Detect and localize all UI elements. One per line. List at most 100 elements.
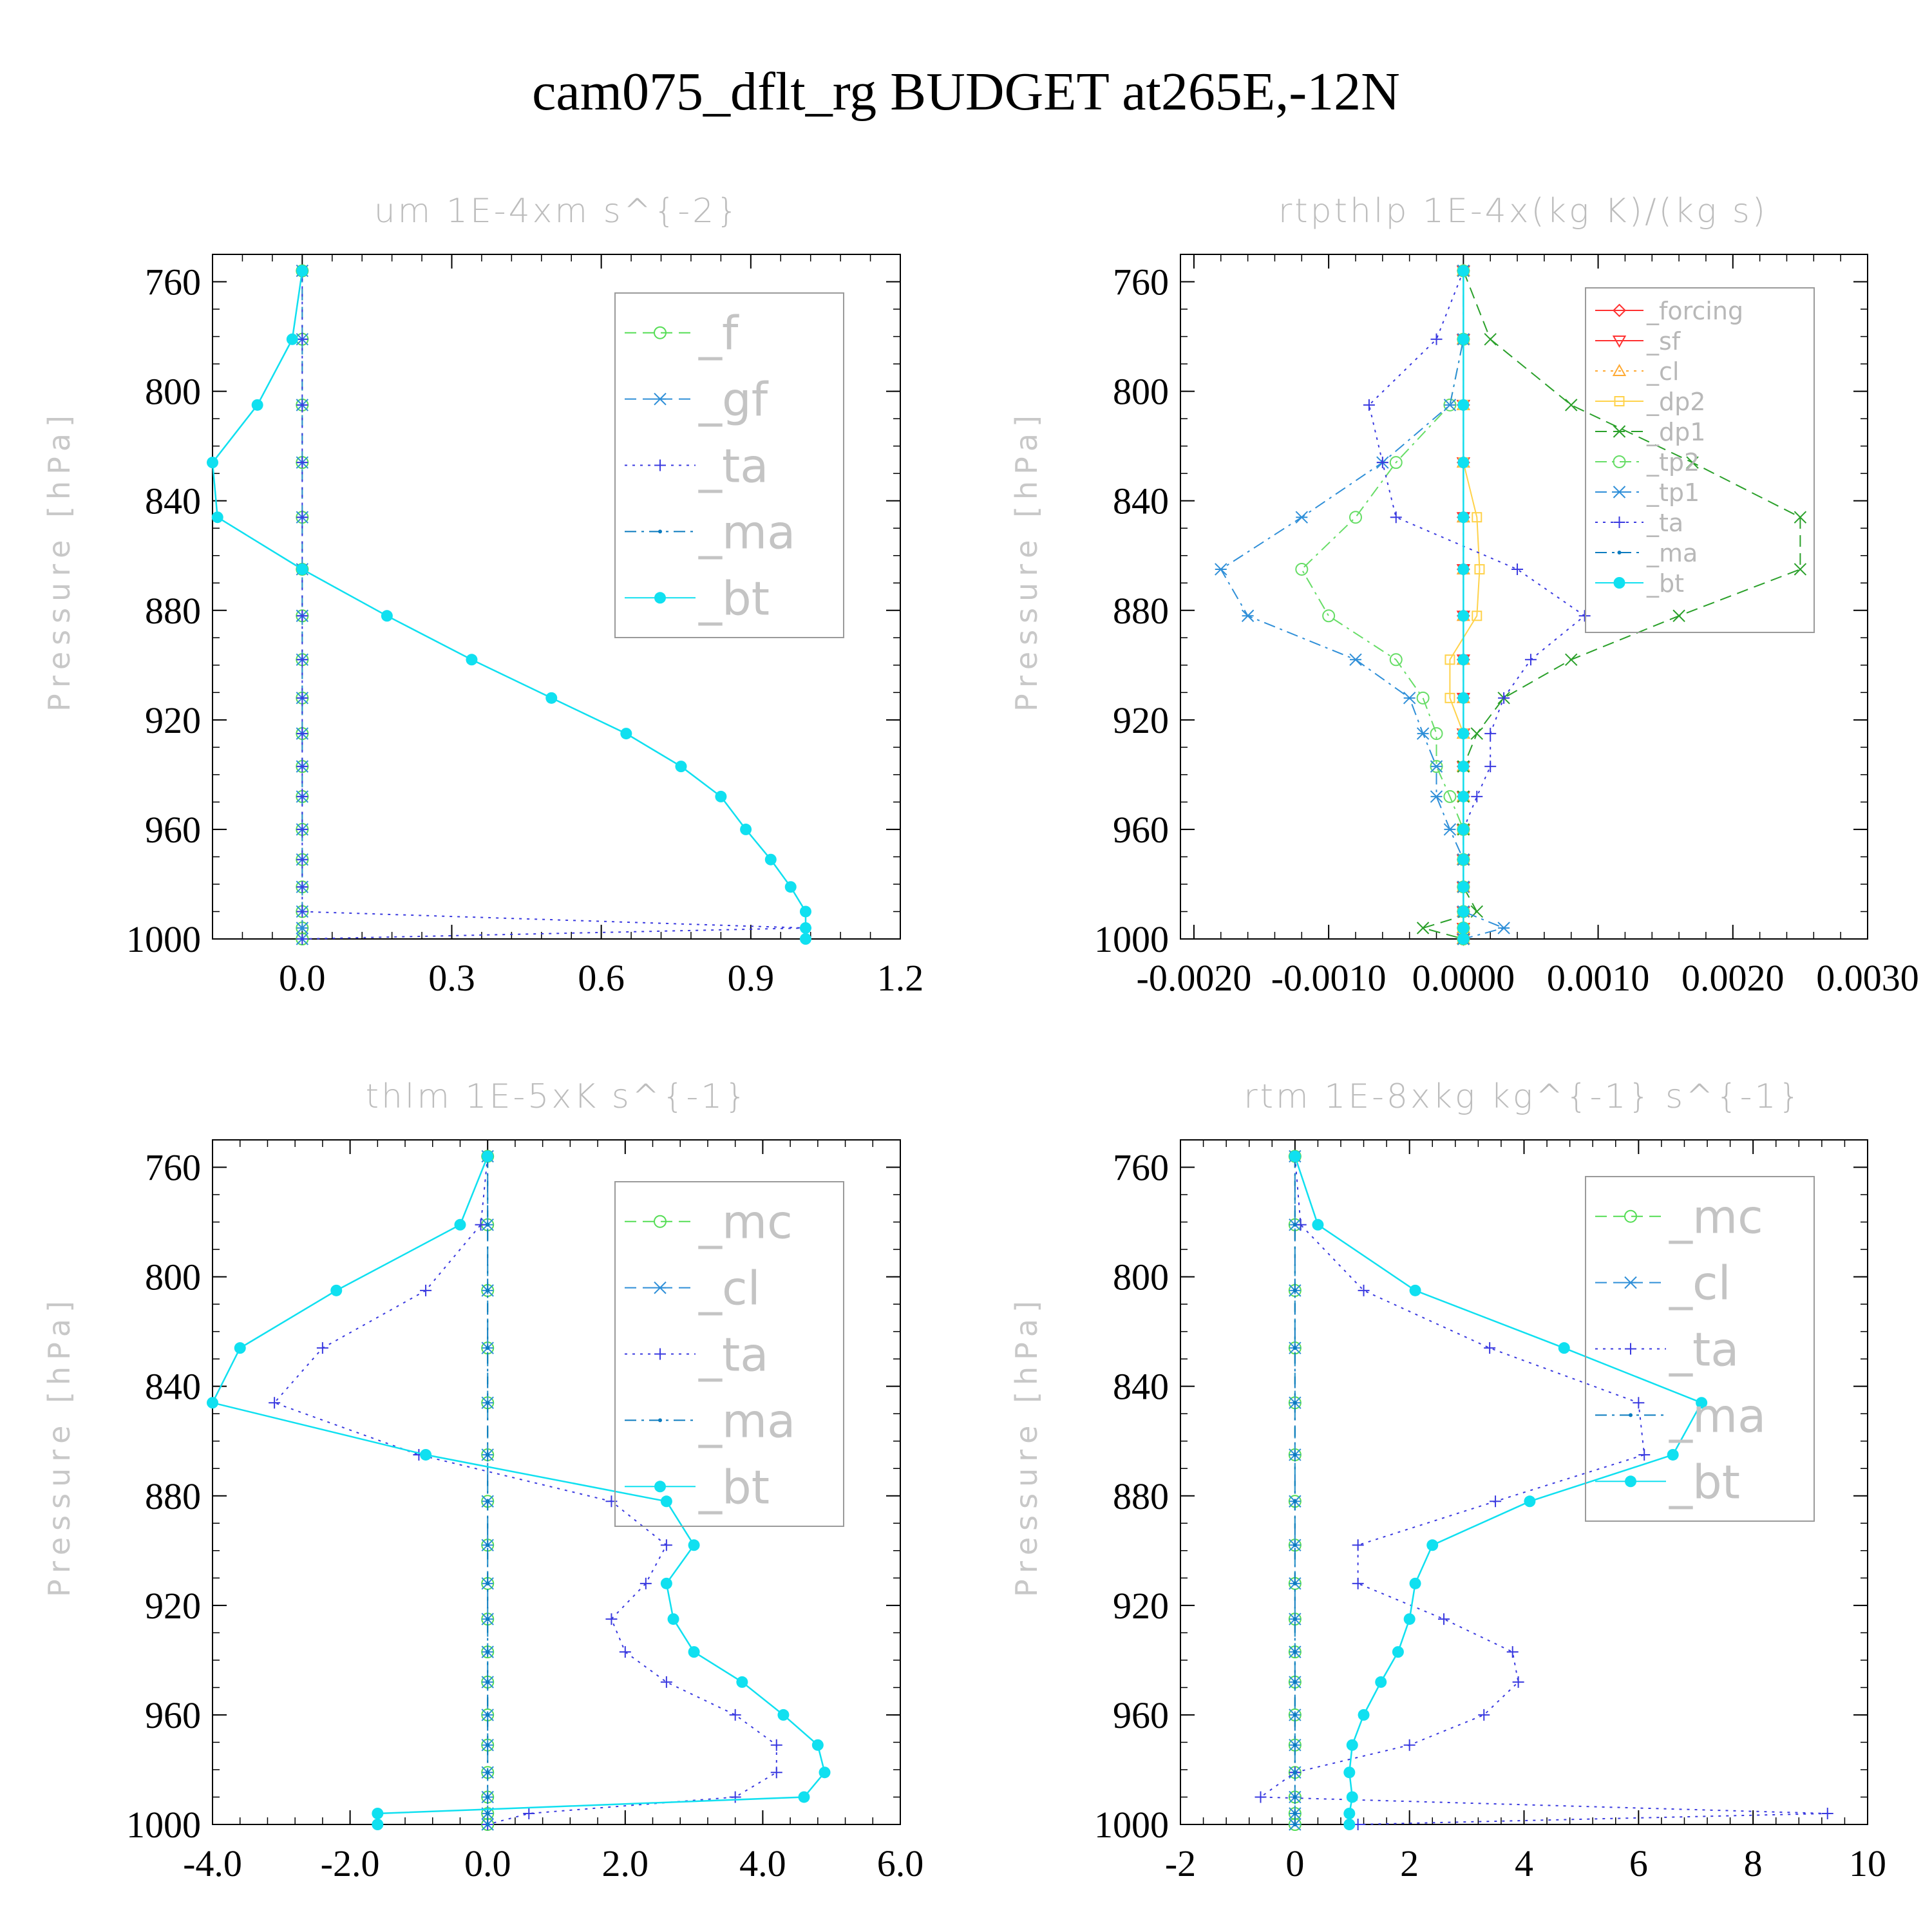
data-point-tp1 <box>1215 563 1227 576</box>
legend-marker <box>1613 516 1625 528</box>
data-point-bt <box>799 905 811 918</box>
data-point-ta <box>269 1397 281 1409</box>
legend-label: _bt <box>1646 569 1684 598</box>
legend-marker <box>1612 336 1627 348</box>
data-point-bt <box>1457 399 1470 411</box>
data-point-ma <box>486 1543 490 1548</box>
data-point-bt <box>1457 823 1470 835</box>
y-tick-label: 760 <box>145 1147 201 1189</box>
data-point-bt <box>330 1284 343 1296</box>
y-tick-label: 960 <box>1113 1694 1169 1736</box>
y-axis-label-um: Pressure [hPa] <box>42 409 77 712</box>
legend-label: _cl <box>1669 1256 1731 1311</box>
legend-marker <box>1624 1276 1637 1289</box>
y-tick-label: 800 <box>1113 1256 1169 1298</box>
x-tick-label: 0.9 <box>728 957 775 999</box>
data-point-ta <box>1390 511 1402 524</box>
legend-marker <box>654 592 666 604</box>
y-tick-label: 800 <box>145 371 201 413</box>
data-point-ta <box>296 881 308 893</box>
y-tick-label: 880 <box>145 590 201 632</box>
data-point-ma <box>486 1617 490 1622</box>
data-point-ma <box>1293 1288 1297 1293</box>
data-point-ta <box>296 728 308 740</box>
data-point-ta <box>1438 1613 1450 1625</box>
data-point-bt <box>1457 933 1470 945</box>
data-point-ma <box>1293 1401 1297 1405</box>
data-point-tp2 <box>1416 691 1430 705</box>
data-point-tp1 <box>1403 692 1416 705</box>
data-point-ta <box>1352 1577 1364 1589</box>
data-point-bt <box>1457 922 1470 934</box>
data-point-bt <box>482 1150 494 1162</box>
y-tick-label: 960 <box>1113 809 1169 851</box>
y-tick-label: 760 <box>1113 261 1169 303</box>
data-point-ma <box>1293 1743 1297 1747</box>
y-tick-label: 760 <box>1113 1147 1169 1189</box>
x-tick-label: -2 <box>1165 1842 1196 1884</box>
data-point-bt <box>234 1342 246 1354</box>
x-tick-label: 0.3 <box>428 957 475 999</box>
data-point-bt <box>1457 728 1470 740</box>
data-point-ta <box>770 1739 782 1751</box>
data-point-ma <box>486 1650 490 1654</box>
data-point-bt <box>715 790 727 802</box>
data-point-ta <box>1255 1791 1267 1803</box>
legend-marker <box>654 1215 667 1228</box>
data-point-ma <box>486 1823 490 1826</box>
data-point-bt <box>620 728 632 740</box>
data-point-bt <box>454 1218 466 1231</box>
data-point-ma <box>1293 1499 1297 1504</box>
legend-label: _ta <box>1669 1323 1739 1377</box>
data-point-ta <box>1471 790 1483 802</box>
legend-marker <box>658 529 662 534</box>
data-point-bt <box>1457 610 1470 622</box>
plot-frame <box>212 1139 901 1825</box>
x-tick-label: 4.0 <box>739 1842 786 1884</box>
data-point-bt <box>1457 457 1470 469</box>
data-point-ta <box>523 1807 535 1819</box>
data-point-bt <box>1392 1646 1404 1658</box>
legend-label: _ma <box>1646 539 1698 567</box>
data-point-tp1 <box>1349 653 1362 667</box>
legend-marker <box>1613 455 1626 468</box>
legend-label: _ma <box>698 1394 795 1448</box>
x-tick-label: 0 <box>1285 1842 1304 1884</box>
data-point-ta <box>1484 728 1497 740</box>
y-tick-label: 840 <box>145 1366 201 1408</box>
data-point-ta <box>1484 1342 1496 1354</box>
data-point-ta <box>420 1284 432 1296</box>
data-point-bt <box>1457 563 1470 575</box>
data-point-bt <box>660 1577 672 1589</box>
data-point-bt <box>207 1397 218 1409</box>
x-tick-label: -4.0 <box>183 1842 242 1884</box>
data-point-ta <box>660 1539 672 1551</box>
legend-label: _tp2 <box>1646 448 1700 477</box>
data-point-bt <box>207 457 218 469</box>
data-point-ta <box>296 333 308 345</box>
data-point-bt <box>1457 265 1470 277</box>
data-point-bt <box>1457 881 1470 893</box>
data-point-bt <box>1426 1539 1439 1551</box>
data-point-ma <box>486 1795 490 1799</box>
y-tick-label: 920 <box>145 699 201 741</box>
data-point-ma <box>1293 1823 1297 1826</box>
data-point-bt <box>1343 1819 1356 1830</box>
data-point-bt <box>1524 1495 1536 1508</box>
y-tick-label: 920 <box>1113 1585 1169 1627</box>
data-point-ma <box>486 1222 490 1227</box>
data-point-bt <box>286 333 298 345</box>
data-point-ta <box>475 1218 487 1231</box>
legend-marker <box>654 459 666 471</box>
data-point-tp1 <box>1241 609 1255 622</box>
legend-label: _ta <box>1646 509 1683 537</box>
data-point-bt <box>667 1613 679 1625</box>
data-point-tp2 <box>1430 727 1443 741</box>
y-tick-label: 880 <box>1113 590 1169 632</box>
data-point-tp2 <box>1322 609 1336 623</box>
plot-frame <box>1180 254 1868 940</box>
y-tick-label: 840 <box>1113 1366 1169 1408</box>
data-point-tp1 <box>1443 823 1457 836</box>
data-point-bt <box>819 1766 831 1779</box>
figure-title: cam075_dflt_rg BUDGET at265E,-12N <box>532 62 1400 122</box>
